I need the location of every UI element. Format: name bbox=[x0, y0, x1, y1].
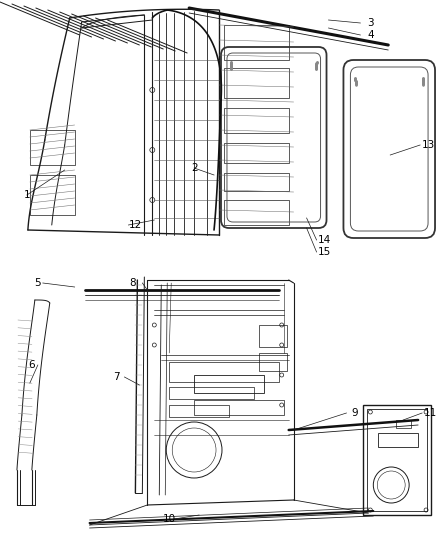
Bar bbox=[169, 405, 229, 417]
Text: 4: 4 bbox=[367, 30, 374, 40]
Bar bbox=[396, 420, 411, 428]
Text: 8: 8 bbox=[129, 278, 136, 288]
Bar bbox=[30, 130, 74, 165]
Bar bbox=[169, 387, 254, 399]
Bar bbox=[224, 68, 289, 98]
Bar bbox=[224, 108, 289, 133]
Text: 5: 5 bbox=[35, 278, 41, 288]
Bar bbox=[378, 433, 418, 447]
Text: 11: 11 bbox=[424, 408, 437, 418]
Text: 15: 15 bbox=[318, 247, 331, 257]
Bar bbox=[224, 200, 289, 225]
Bar bbox=[259, 325, 287, 347]
Bar bbox=[30, 175, 74, 215]
Text: 9: 9 bbox=[351, 408, 358, 418]
Bar bbox=[194, 375, 264, 393]
Text: 14: 14 bbox=[318, 235, 331, 245]
Bar bbox=[224, 143, 289, 163]
Text: 3: 3 bbox=[367, 18, 374, 28]
Bar bbox=[169, 362, 279, 382]
Bar bbox=[364, 405, 431, 515]
Text: 13: 13 bbox=[421, 140, 434, 150]
Bar bbox=[367, 409, 427, 511]
Bar bbox=[224, 25, 289, 60]
Text: 10: 10 bbox=[162, 514, 176, 524]
Bar bbox=[224, 173, 289, 191]
Bar bbox=[259, 353, 287, 371]
Text: 6: 6 bbox=[28, 360, 35, 370]
Bar bbox=[194, 400, 284, 415]
Text: 2: 2 bbox=[191, 163, 198, 173]
Text: 1: 1 bbox=[24, 190, 30, 200]
Text: 12: 12 bbox=[129, 220, 142, 230]
Text: 7: 7 bbox=[113, 372, 120, 382]
